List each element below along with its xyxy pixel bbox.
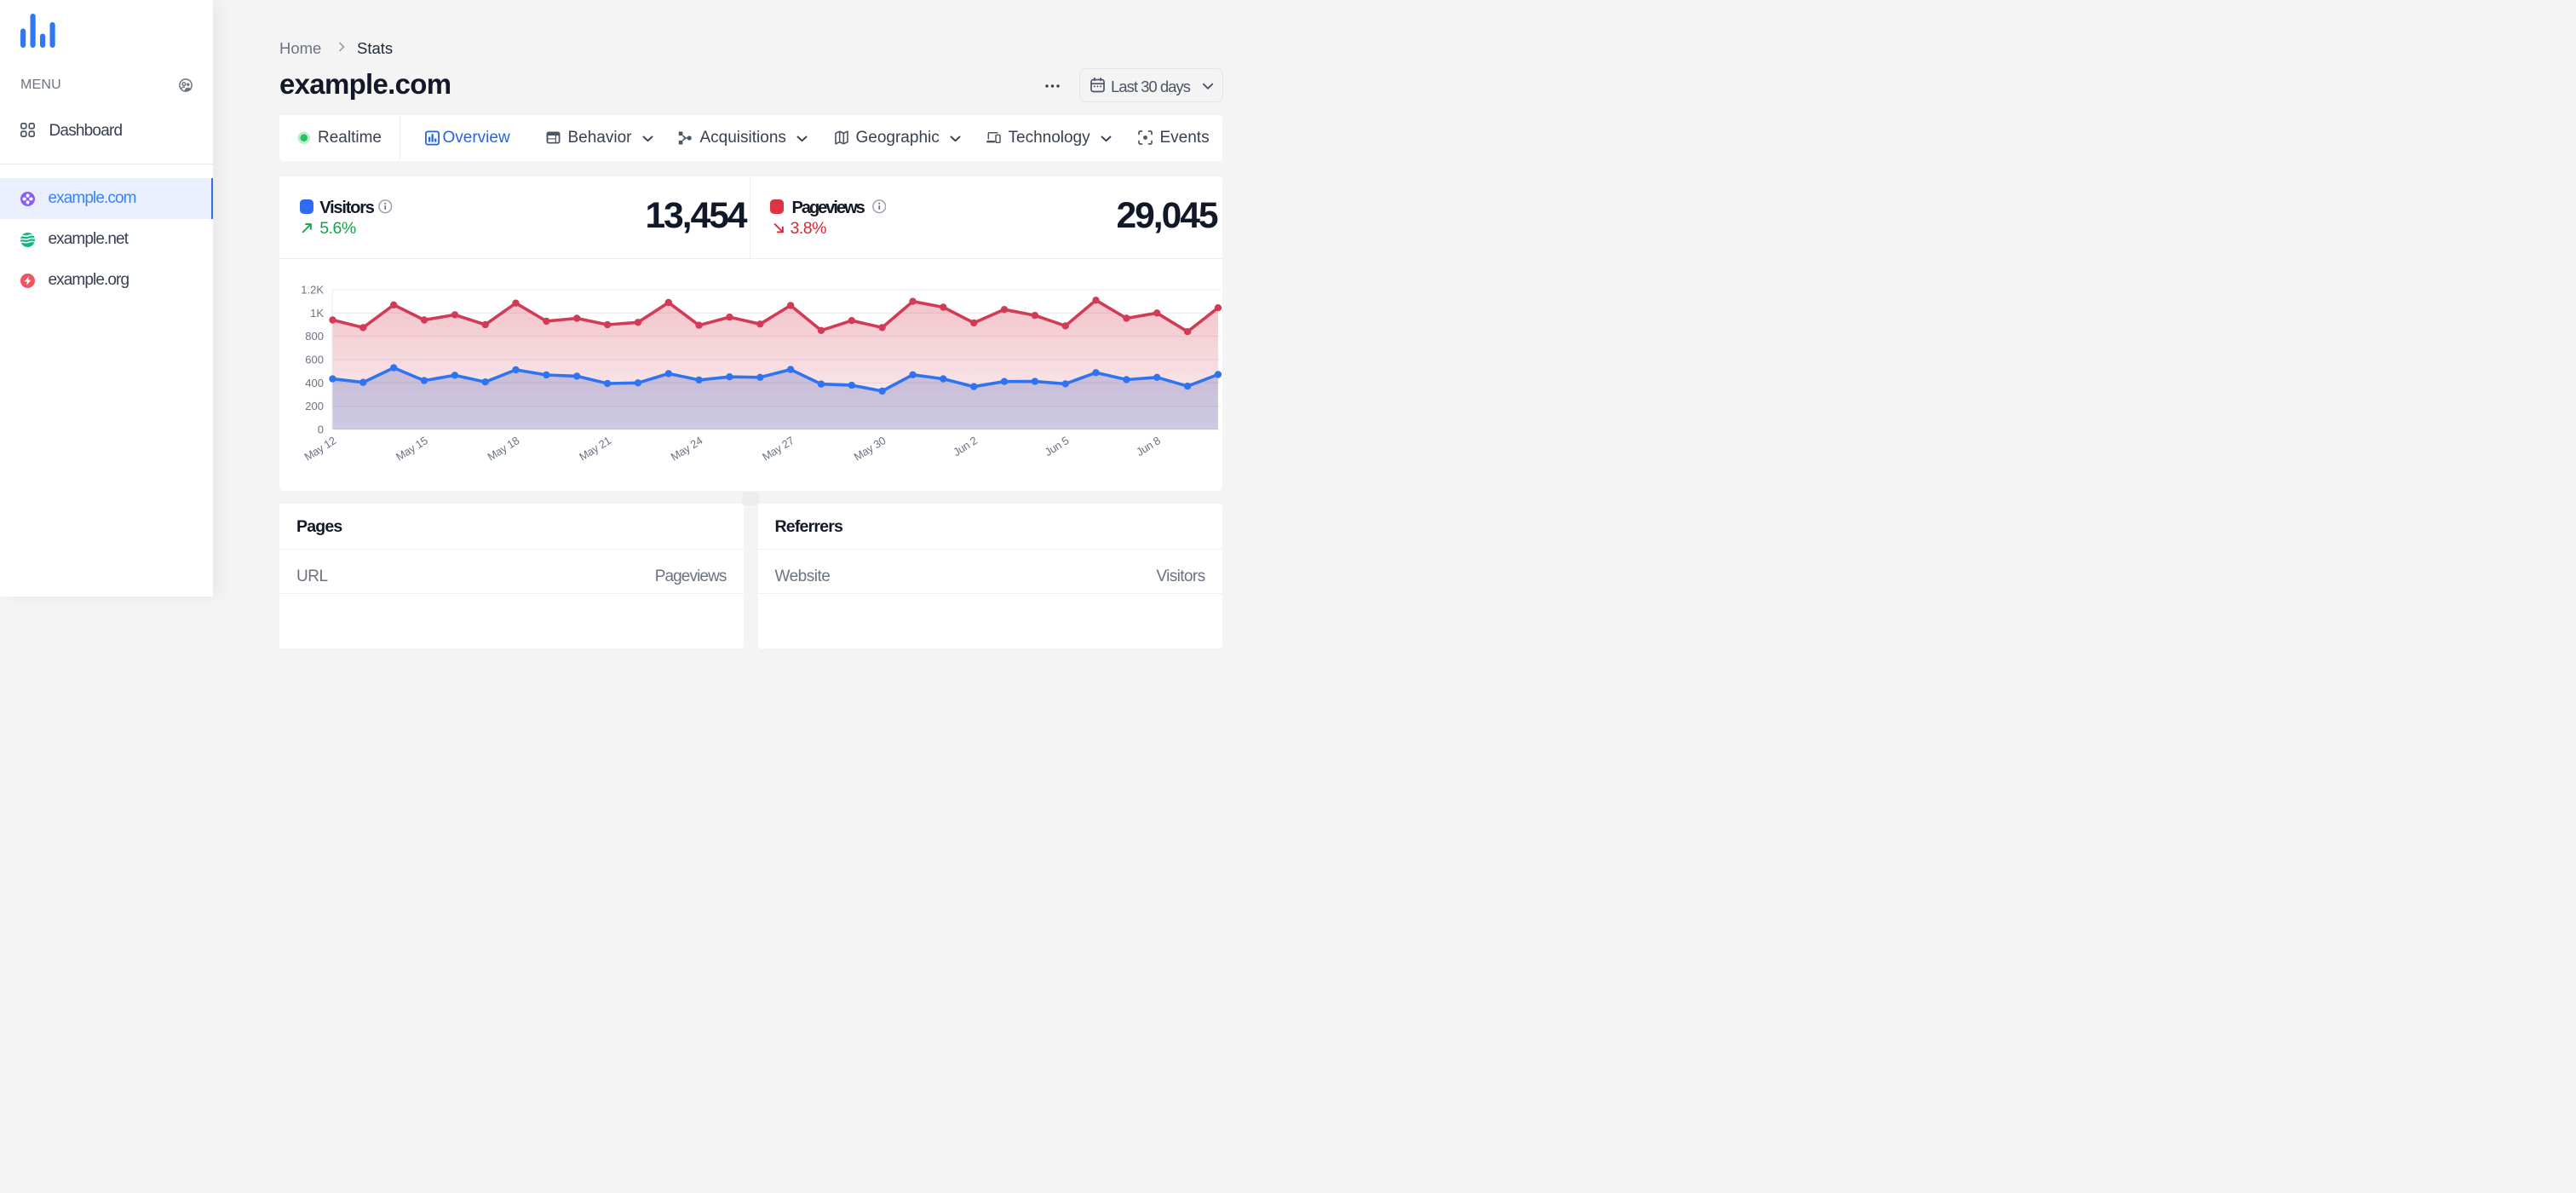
svg-text:May 12: May 12 [302, 434, 339, 463]
svg-text:400: 400 [305, 376, 324, 389]
svg-text:May 18: May 18 [486, 434, 522, 463]
svg-text:Jun 8: Jun 8 [1134, 434, 1163, 458]
svg-text:May 24: May 24 [669, 434, 705, 463]
svg-text:0: 0 [318, 423, 324, 435]
svg-text:May 30: May 30 [852, 434, 888, 463]
svg-text:Jun 2: Jun 2 [951, 434, 980, 458]
svg-text:800: 800 [305, 330, 324, 343]
svg-text:May 15: May 15 [394, 434, 430, 463]
svg-text:1K: 1K [310, 306, 324, 319]
svg-text:600: 600 [305, 353, 324, 366]
svg-text:1.2K: 1.2K [301, 283, 324, 296]
svg-text:May 27: May 27 [760, 434, 796, 463]
svg-text:200: 200 [305, 400, 324, 412]
svg-text:Jun 5: Jun 5 [1043, 434, 1072, 458]
svg-text:May 21: May 21 [577, 434, 613, 463]
